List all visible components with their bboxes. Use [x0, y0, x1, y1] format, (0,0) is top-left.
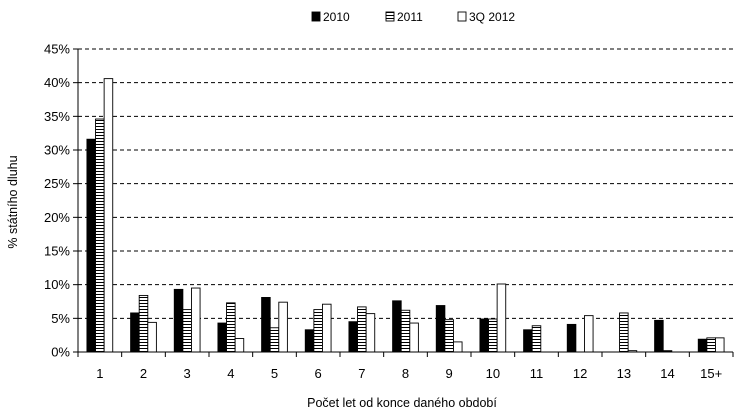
x-axis-title: Počet let od konce daného období	[307, 396, 497, 410]
bar-2011-13	[619, 312, 629, 353]
y-tick-label: 45%	[44, 42, 70, 57]
bar-3q-2012-5	[278, 301, 288, 353]
bar-3q-2012-2	[147, 321, 157, 353]
bar-2010-10	[479, 318, 489, 353]
x-tick-label: 14	[660, 366, 674, 381]
bar-2010-12	[566, 323, 577, 353]
legend-label: 2010	[323, 10, 350, 24]
legend-swatch	[457, 11, 467, 22]
legend-swatch	[385, 11, 395, 22]
x-tick-label: 9	[446, 366, 453, 381]
bar-2011-9	[444, 319, 454, 353]
bar-2011-6	[313, 309, 323, 353]
bars	[86, 78, 725, 353]
y-tick-label: 30%	[44, 143, 70, 158]
bar-3q-2012-7	[365, 313, 376, 353]
x-tick-label: 6	[315, 366, 322, 381]
y-tick-label: 20%	[44, 210, 70, 225]
y-axis-title: % státního dluhu	[6, 155, 20, 248]
x-tick-label: 7	[358, 366, 365, 381]
x-tick-label: 3	[184, 366, 191, 381]
y-axis-ticks: 0% 5% 10% 15% 20% 25% 30% 35% 40% 45%	[44, 42, 78, 360]
bar-2010-7	[348, 321, 358, 353]
bar-2010-8	[392, 300, 402, 353]
bar-3q-2012-12	[584, 315, 594, 353]
y-tick-label: 0%	[51, 345, 70, 360]
bar-2010-5	[261, 297, 271, 353]
bar-2011-15plus	[706, 337, 716, 353]
y-tick-label: 35%	[44, 109, 70, 124]
legend-label: 3Q 2012	[469, 10, 515, 24]
bar-3q-2012-15plus	[715, 337, 725, 353]
bar-3q-2012-3	[191, 287, 201, 353]
bar-2011-11	[531, 325, 542, 353]
x-tick-label: 15+	[700, 366, 722, 381]
bar-2010-1	[86, 138, 96, 353]
bar-2010-11	[523, 329, 533, 353]
x-tick-label: 4	[227, 366, 234, 381]
bar-2011-2	[138, 294, 149, 353]
x-tick-label: 5	[271, 366, 278, 381]
bar-2011-8	[400, 309, 411, 353]
x-tick-label: 10	[486, 366, 500, 381]
axes	[77, 49, 733, 353]
y-tick-label: 5%	[51, 311, 70, 326]
bar-2011-4	[226, 302, 236, 353]
x-tick-label: 2	[140, 366, 147, 381]
x-tick-label: 11	[530, 366, 544, 381]
y-tick-label: 15%	[44, 244, 70, 259]
legend: 2010 2011 3Q 2012	[311, 10, 515, 24]
legend-label: 2011	[397, 10, 423, 24]
bar-2010-3	[173, 288, 184, 353]
bar-2011-7	[357, 306, 367, 353]
y-tick-label: 25%	[44, 176, 70, 191]
bar-2011-1	[95, 118, 105, 353]
bar-2011-10	[488, 318, 498, 353]
bar-2011-3	[182, 309, 192, 353]
bar-2010-15plus	[697, 338, 708, 353]
bar-2010-9	[435, 305, 446, 353]
x-tick-label: 1	[96, 366, 103, 381]
bar-2010-2	[130, 312, 140, 353]
x-tick-label: 13	[617, 366, 631, 381]
gridlines	[78, 48, 733, 319]
legend-swatch	[311, 11, 321, 22]
y-tick-label: 10%	[44, 277, 70, 292]
x-tick-label: 12	[573, 366, 587, 381]
bar-3q-2012-10	[496, 283, 507, 353]
bar-3q-2012-6	[322, 303, 332, 353]
x-tick-label: 8	[402, 366, 409, 381]
bar-2010-6	[304, 329, 315, 353]
x-axis-ticks: 1 2 3 4 5 6 7 8 9 10 11 12 13 14 15+	[77, 352, 734, 381]
bar-2010-4	[217, 322, 227, 353]
bar-2010-14	[654, 319, 664, 353]
bar-3q-2012-9	[453, 341, 463, 353]
y-tick-label: 40%	[44, 75, 70, 90]
bar-2011-5	[269, 327, 280, 353]
bar-3q-2012-4	[234, 338, 245, 353]
bar-3q-2012-8	[409, 322, 419, 353]
bar-3q-2012-1	[103, 78, 114, 353]
